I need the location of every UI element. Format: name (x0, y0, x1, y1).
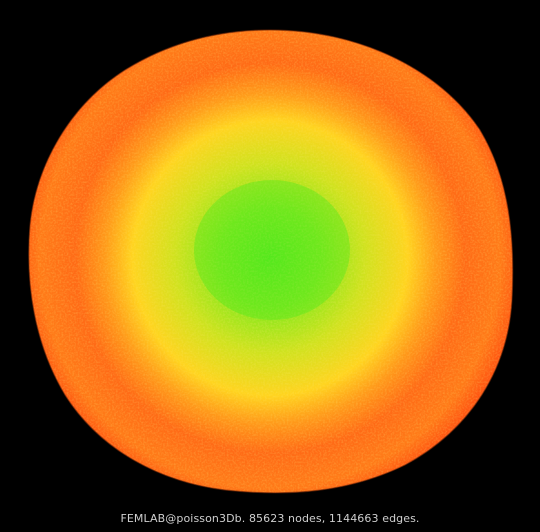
graph-caption: FEMLAB@poisson3Db. 85623 nodes, 1144663 … (120, 512, 420, 525)
green-core (194, 180, 350, 320)
blob-outline (28, 29, 514, 494)
